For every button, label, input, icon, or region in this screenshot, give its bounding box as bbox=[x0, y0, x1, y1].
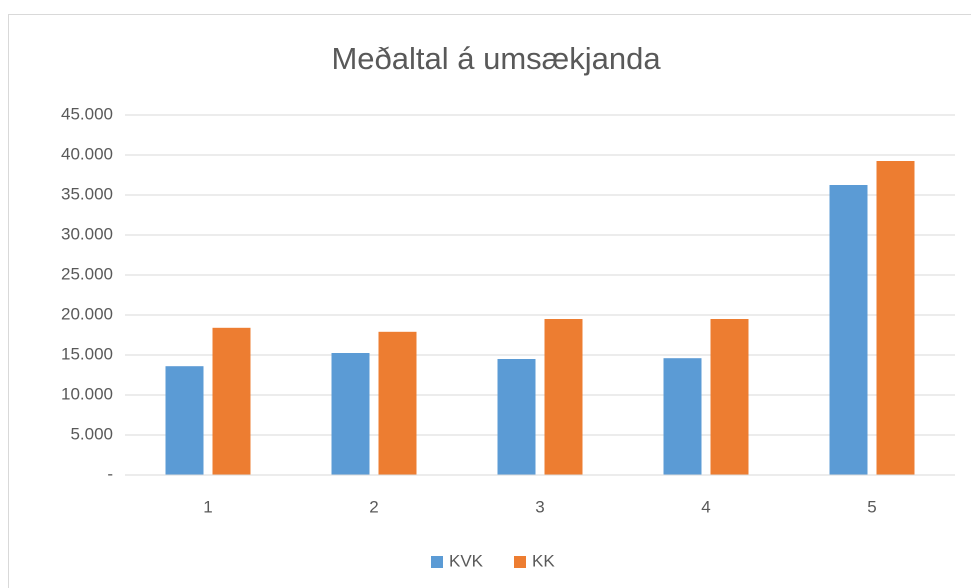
x-tick-label: 1 bbox=[203, 497, 212, 516]
y-tick-label: 45.000 bbox=[61, 104, 113, 123]
y-tick-label: 25.000 bbox=[61, 264, 113, 283]
legend-swatch bbox=[514, 556, 526, 568]
x-tick-label: 4 bbox=[701, 497, 710, 516]
bar bbox=[331, 353, 370, 475]
bar bbox=[165, 366, 204, 475]
bar bbox=[663, 358, 702, 475]
bar bbox=[829, 185, 868, 475]
legend-label: KK bbox=[532, 551, 555, 570]
x-tick-label: 2 bbox=[369, 497, 378, 516]
y-tick-label: 10.000 bbox=[61, 384, 113, 403]
y-tick-label: 30.000 bbox=[61, 224, 113, 243]
chart-border bbox=[8, 14, 971, 588]
legend-swatch bbox=[431, 556, 443, 568]
y-tick-label: 20.000 bbox=[61, 304, 113, 323]
bar bbox=[497, 359, 536, 475]
bar bbox=[710, 319, 749, 475]
y-tick-label: 15.000 bbox=[61, 344, 113, 363]
y-tick-label: 35.000 bbox=[61, 184, 113, 203]
chart-title: Meðaltal á umsækjanda bbox=[331, 41, 661, 76]
y-tick-label: 40.000 bbox=[61, 144, 113, 163]
bar bbox=[212, 327, 251, 475]
x-tick-label: 3 bbox=[535, 497, 544, 516]
y-tick-label: 5.000 bbox=[70, 424, 113, 443]
x-tick-label: 5 bbox=[867, 497, 876, 516]
bar bbox=[876, 161, 915, 475]
bar bbox=[378, 331, 417, 475]
y-tick-label: - bbox=[107, 464, 113, 483]
legend-label: KVK bbox=[449, 551, 484, 570]
bar bbox=[544, 319, 583, 475]
